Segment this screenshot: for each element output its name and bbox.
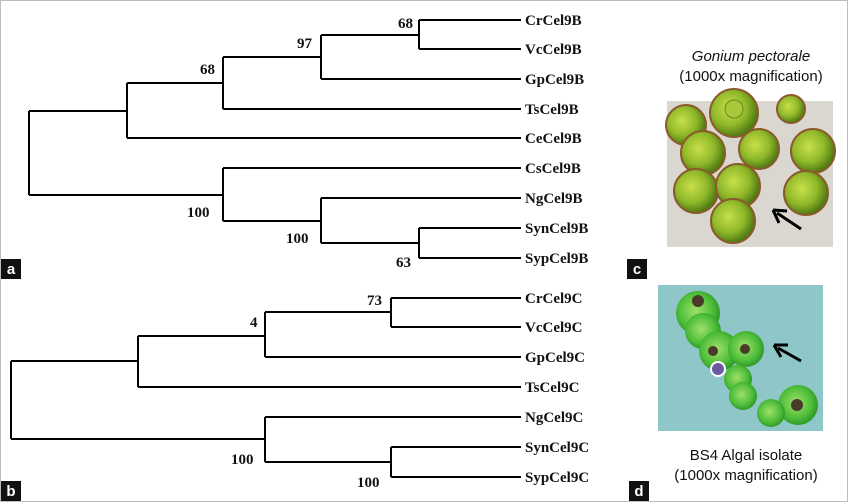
tree-a-taxon: CeCel9B xyxy=(525,131,582,147)
tree-b-support-syn-syp: 100 xyxy=(357,475,380,491)
tree-a-taxon: GpCel9B xyxy=(525,72,584,88)
panel-letter: d xyxy=(634,483,643,500)
tree-b-branches xyxy=(10,297,521,478)
tree-b-taxon: CrCel9C xyxy=(525,291,582,307)
tree-a-taxon: SypCel9B xyxy=(525,251,588,267)
tree-b-taxon: VcCel9C xyxy=(525,320,582,336)
photo-c-species: Gonium pectorale xyxy=(692,48,810,65)
tree-b-support-cr-vc-gp: 4 xyxy=(250,315,258,331)
tree-a-taxon: TsCel9B xyxy=(525,102,579,118)
panel-letter: a xyxy=(7,261,16,278)
tree-a-support-syn-syp: 63 xyxy=(396,255,411,271)
tree-a-taxon: CsCel9B xyxy=(525,161,581,177)
panel-label-c: c xyxy=(627,259,647,279)
photo-c-magnification: (1000x magnification) xyxy=(679,68,822,85)
tree-a-taxa: CrCel9B VcCel9B GpCel9B TsCel9B CeCel9B … xyxy=(525,13,588,267)
panel-label-d: d xyxy=(629,481,649,501)
photo-d-name: BS4 Algal isolate xyxy=(690,447,803,464)
photo-c-micrograph xyxy=(665,88,836,247)
tree-a-taxon: CrCel9B xyxy=(525,13,582,29)
tree-a-support-ng-group: 100 xyxy=(286,231,309,247)
gonium-colony xyxy=(665,88,836,244)
photo-d-micrograph xyxy=(658,285,823,431)
tree-b-taxon: TsCel9C xyxy=(525,380,579,396)
tree-a-branches xyxy=(28,19,521,259)
tree-a-support-values: 68 97 68 100 100 63 xyxy=(187,16,413,271)
panel-label-a: a xyxy=(1,259,21,279)
panel-letter: b xyxy=(6,483,15,500)
tree-b: CrCel9C VcCel9C GpCel9C TsCel9C NgCel9C … xyxy=(10,291,589,491)
tree-a-taxon: VcCel9B xyxy=(525,42,582,58)
tree-b-support-values: 73 4 100 100 xyxy=(231,293,382,491)
tree-a-taxon: NgCel9B xyxy=(525,191,583,207)
tree-a: CrCel9B VcCel9B GpCel9B TsCel9B CeCel9B … xyxy=(28,13,588,271)
tree-a-support-cs-group: 100 xyxy=(187,205,210,221)
arrow-icon xyxy=(772,343,802,363)
tree-a-support-cr-vc-gp-ts: 68 xyxy=(200,62,215,78)
tree-b-taxon: SynCel9C xyxy=(525,440,589,456)
photo-d-magnification: (1000x magnification) xyxy=(674,467,817,484)
tree-b-taxon: NgCel9C xyxy=(525,410,583,426)
tree-a-support-cr-vc: 68 xyxy=(398,16,413,32)
arrow-icon xyxy=(771,208,802,231)
tree-a-support-cr-vc-gp: 97 xyxy=(297,36,313,52)
tree-b-taxon: SypCel9C xyxy=(525,470,589,486)
tree-b-taxon: GpCel9C xyxy=(525,350,585,366)
photo-c-caption: Gonium pectorale (1000x magnification) xyxy=(679,48,822,85)
algal-cells xyxy=(676,291,818,427)
tree-b-taxa: CrCel9C VcCel9C GpCel9C TsCel9C NgCel9C … xyxy=(525,291,589,486)
panel-letter: c xyxy=(633,261,641,278)
tree-b-support-cr-vc: 73 xyxy=(367,293,382,309)
panel-label-b: b xyxy=(1,481,21,501)
photo-d-caption: BS4 Algal isolate (1000x magnification) xyxy=(674,447,817,484)
tree-a-taxon: SynCel9B xyxy=(525,221,588,237)
tree-b-support-ng-group: 100 xyxy=(231,452,254,468)
